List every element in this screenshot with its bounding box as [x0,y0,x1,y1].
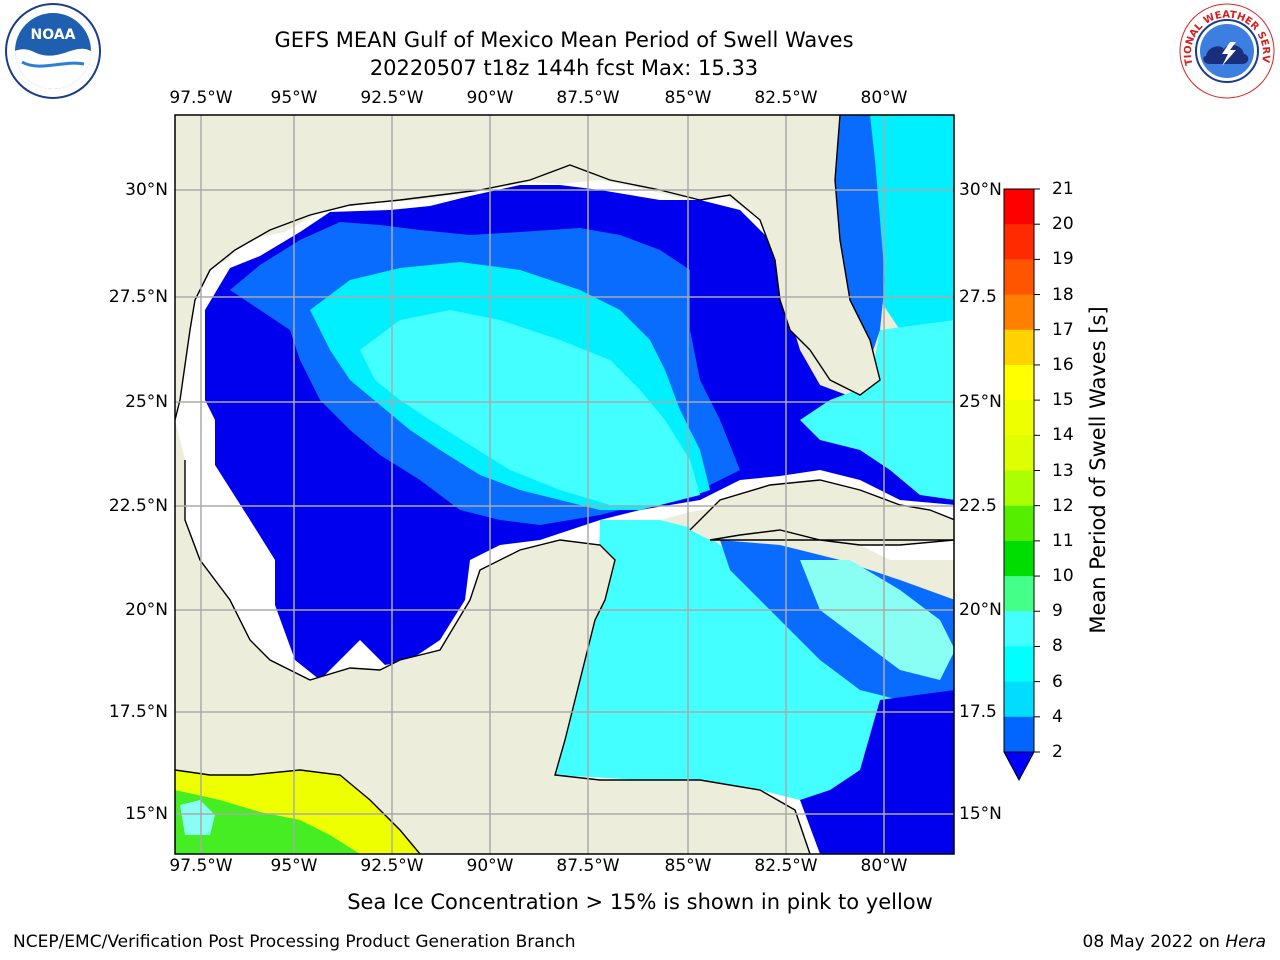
lon-tick-bottom: 85°W [664,856,712,876]
footer-date: 08 May 2022 on [1082,932,1226,952]
noaa-logo: NOAA [4,2,102,100]
lon-tick-top: 97.5°W [169,88,233,108]
lat-tick-right: 22.5 [959,496,997,516]
lat-tick-left: 17.5°N [108,702,168,722]
lon-tick-bottom: 95°W [270,856,318,876]
colorbar-tick-label: 19 [1052,249,1074,270]
colorbar-band [1004,189,1034,225]
map-plot-area [175,115,954,854]
footer-right: 08 May 2022 on Hera [1083,932,1267,952]
colorbar-band [1004,540,1034,577]
gulf-cyan-light [360,310,700,505]
colorbar-band [1004,224,1034,260]
colorbar-band [1004,470,1034,507]
lon-tick-bottom: 82.5°W [754,856,818,876]
svg-text:NOAA: NOAA [31,27,76,43]
lat-tick-left: 15°N [125,804,168,824]
colorbar-label: Mean Period of Swell Waves [s] [1086,306,1110,634]
colorbar-tick-label: 21 [1052,179,1074,199]
colorbar [1003,188,1040,782]
colorbar-band [1004,611,1034,647]
colorbar-band [1004,294,1034,331]
colorbar-band [1004,716,1034,753]
nws-logo: NATIONAL WEATHER SERVICE [1174,0,1276,100]
colorbar-tick-label: 13 [1052,460,1074,481]
caribbean-deep-blue [800,690,954,854]
land-cuba [690,480,954,545]
colorbar-extend-arrow [1003,751,1035,782]
colorbar-tick-label: 12 [1052,495,1074,516]
lon-tick-top: 87.5°W [556,88,620,108]
coastline-cuba [689,479,954,546]
lon-tick-top: 82.5°W [754,88,818,108]
colorbar-tick-label: 8 [1052,636,1063,657]
pacific-green [175,790,360,854]
lat-tick-left: 27.5°N [108,287,168,307]
colorbar-band [1004,681,1034,718]
lon-tick-bottom: 92.5°W [360,856,424,876]
lat-tick-right: 17.5 [959,702,997,722]
colorbar-tick-label: 11 [1052,530,1074,551]
lon-tick-top: 80°W [860,88,908,108]
lon-tick-top: 85°W [664,88,712,108]
lat-tick-left: 22.5°N [108,496,168,516]
colorbar-tick-label: 17 [1052,319,1074,340]
lat-tick-right: 20°N [959,600,1002,620]
pacific-pale [180,800,215,835]
colorbar-tick-label: 6 [1052,671,1063,692]
colorbar-tick-label: 18 [1052,284,1074,305]
colorbar-tick-label: 16 [1052,354,1074,375]
colorbar-tick-label: 2 [1052,742,1063,762]
lat-tick-right: 27.5 [959,287,997,307]
land-usa [175,115,880,420]
lon-tick-bottom: 97.5°W [169,856,233,876]
chart-title: GEFS MEAN Gulf of Mexico Mean Period of … [274,28,854,52]
lat-tick-left: 20°N [125,600,168,620]
coastline-pacific [175,769,421,854]
lat-tick-right: 30°N [959,180,1002,200]
colorbar-tick-label: 20 [1052,214,1074,235]
colorbar-tick-label: 10 [1052,566,1074,587]
lon-tick-bottom: 90°W [466,856,514,876]
colorbar-band [1004,646,1034,683]
bahamas-cyan [800,320,954,500]
colorbar-band [1004,259,1034,296]
colorbar-band [1004,400,1034,436]
colorbar-band [1004,435,1034,471]
coastline-mexico [184,460,811,854]
caribbean-cyan [555,520,954,854]
footer-left: NCEP/EMC/Verification Post Processing Pr… [13,932,576,952]
colorbar-tick-label: 14 [1052,425,1074,446]
lon-tick-top: 90°W [466,88,514,108]
lon-tick-bottom: 87.5°W [556,856,620,876]
colorbar-band [1004,576,1034,612]
lat-tick-right: 25°N [959,392,1002,412]
colorbar-band [1004,329,1034,366]
lon-tick-bottom: 80°W [860,856,908,876]
colorbar-tick-label: 9 [1052,601,1063,622]
caribbean-pale [800,560,954,680]
map-frame [174,114,955,855]
map-gridlines [175,115,954,854]
sea-ice-note: Sea Ice Concentration > 15% is shown in … [347,890,933,914]
footer-machine: Hera [1225,932,1266,952]
land-mexico [175,420,810,854]
colorbar-band [1004,364,1034,401]
lat-tick-left: 25°N [125,392,168,412]
colorbar-tick-label: 4 [1052,706,1063,727]
chart-subtitle: 20220507 t18z 144h fcst Max: 15.33 [369,56,759,80]
lon-tick-top: 92.5°W [360,88,424,108]
lat-tick-left: 30°N [125,180,168,200]
colorbar-tick-label: 15 [1052,390,1074,411]
lon-tick-top: 95°W [270,88,318,108]
lat-tick-right: 15°N [959,804,1002,824]
colorbar-band [1004,505,1034,542]
